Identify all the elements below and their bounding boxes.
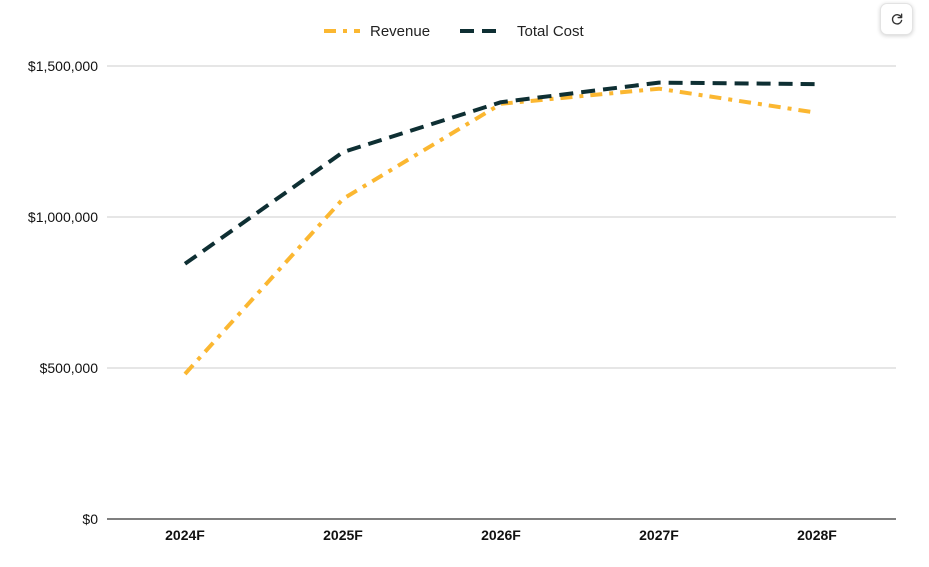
legend[interactable]: Revenue Total Cost: [324, 23, 585, 40]
y-tick-label: $1,000,000: [28, 209, 98, 225]
data-point[interactable]: [497, 98, 505, 106]
y-tick-label: $0: [82, 511, 98, 527]
series-line-revenue[interactable]: [183, 86, 818, 376]
y-tick-label: $500,000: [40, 360, 99, 376]
x-tick-label: 2028F: [797, 527, 837, 543]
series-lines: [181, 79, 821, 378]
data-point[interactable]: [339, 195, 347, 203]
data-point[interactable]: [181, 370, 189, 378]
gridlines: [107, 65, 896, 520]
x-tick-label: 2025F: [323, 527, 363, 543]
x-tick-label: 2027F: [639, 527, 679, 543]
legend-item[interactable]: Revenue: [324, 23, 430, 40]
y-tick-label: $1,500,000: [28, 58, 98, 74]
data-point[interactable]: [181, 260, 189, 268]
legend-label: Revenue: [370, 23, 430, 40]
legend-item[interactable]: Total Cost: [460, 23, 585, 40]
series-line-total-cost[interactable]: [183, 80, 818, 266]
y-axis: $0 $500,000 $1,000,000 $1,500,000: [28, 58, 98, 527]
x-tick-label: 2024F: [165, 527, 205, 543]
refresh-button[interactable]: [880, 3, 913, 35]
legend-label: Total Cost: [517, 23, 585, 40]
x-axis: 2024F 2025F 2026F 2027F 2028F: [165, 527, 837, 543]
data-point[interactable]: [339, 148, 347, 156]
x-tick-label: 2026F: [481, 527, 521, 543]
data-point[interactable]: [813, 109, 821, 117]
data-point[interactable]: [655, 79, 663, 87]
data-point[interactable]: [813, 80, 821, 88]
refresh-icon: [890, 12, 904, 26]
